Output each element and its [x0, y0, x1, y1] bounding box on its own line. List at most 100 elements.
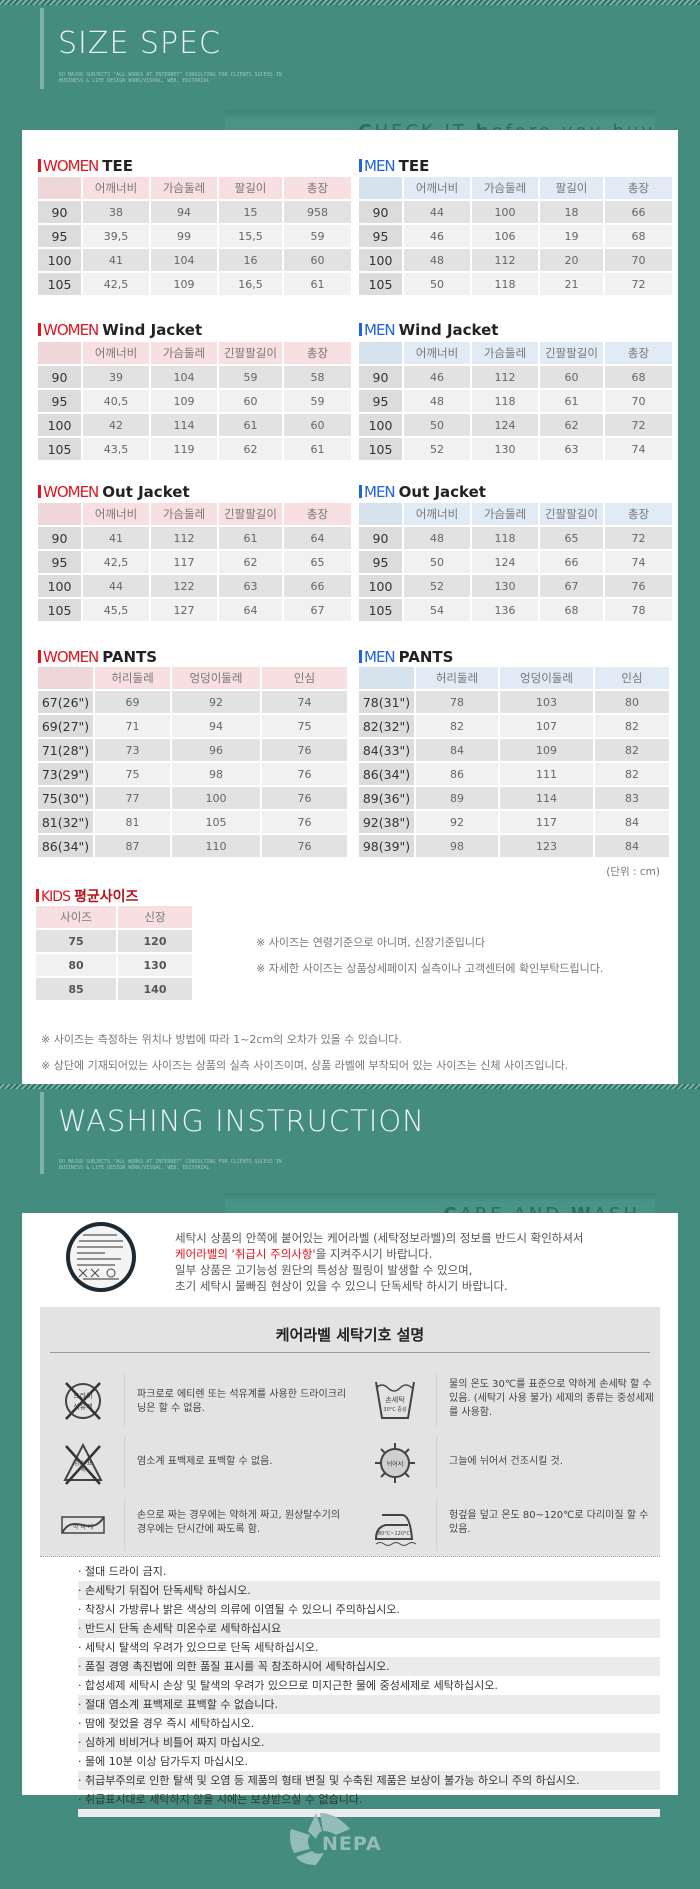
table-header-row: 사이즈 신장: [36, 906, 192, 928]
value-cell: 81: [95, 811, 170, 833]
top-hatch-divider: [0, 0, 700, 5]
nepa-logo-mark: [290, 1813, 350, 1865]
value-cell: 15,5: [219, 225, 282, 247]
value-cell: 58: [284, 366, 351, 388]
header-accent-bar: [40, 1092, 44, 1174]
size-cell: 92(38"): [359, 811, 414, 833]
column-header: 엉덩이둘레: [172, 667, 260, 689]
column-header: 엉덩이둘레: [500, 667, 593, 689]
size-cell: 86(34"): [38, 835, 93, 857]
table-group-label: WOMEN: [43, 321, 99, 339]
gentle-wring-icon: 약 하 게: [61, 1516, 105, 1534]
column-header: 긴팔팔길이: [219, 503, 282, 525]
list-item: · 절대 드라이 금지.: [78, 1565, 167, 1578]
table-header-row: 허리둘레 엉덩이둘레 인심: [359, 667, 669, 689]
value-cell: 67: [540, 575, 603, 597]
size-cell: 105: [359, 273, 402, 295]
size-table: 어깨너비 가슴둘레 긴팔팔길이 총장 90 48 118 65 72 95 50 124 66 74 100…: [357, 501, 674, 623]
table-garment-label: Out Jacket: [398, 483, 486, 501]
table-garment-label: PANTS: [398, 648, 454, 666]
size-spec-tagline: DO MAJOR SUBJECTS "ALL WORKS AT INTERNET…: [59, 72, 282, 84]
value-cell: 78: [605, 599, 672, 621]
value-cell: 68: [605, 225, 672, 247]
value-cell: 44: [83, 575, 149, 597]
list-item: · 반드시 단독 손세탁 미온수로 세탁하십시요: [78, 1619, 660, 1638]
table-row: 90 41 112 61 64: [38, 527, 351, 549]
table-row: 73(29") 75 98 76: [38, 763, 347, 785]
column-header: 허리둘레: [416, 667, 498, 689]
nepa-logo: NEPA: [288, 1809, 398, 1869]
size-cell: 85: [36, 978, 116, 1000]
list-item: · 합성세제 세탁시 손상 및 탈색의 우려가 있으므로 미지근한 물에 중성세…: [78, 1679, 498, 1692]
value-cell: 69: [95, 691, 170, 713]
symbol-hand-wash: 손세탁 30°C 중성 물의 온도 30℃를 표준으로 약하게 손세탁 할 수 있…: [352, 1374, 654, 1429]
table-title: MEN PANTS: [359, 648, 453, 666]
value-cell: 62: [219, 438, 282, 460]
title-marker: [359, 650, 362, 663]
list-item: · 취급부주의로 인한 탈색 및 오염 등 제품의 형태 변질 및 수축된 제품…: [78, 1771, 660, 1790]
value-cell: 62: [540, 414, 603, 436]
value-cell: 59: [219, 366, 282, 388]
size-table: 어깨너비 가슴둘레 긴팔팔길이 총장 90 41 112 61 64 95 42,5 117 62 65 1…: [36, 501, 353, 623]
value-cell: 54: [404, 599, 470, 621]
table-row: 105 42,5 109 16,5 61: [38, 273, 351, 295]
value-cell: 70: [605, 249, 672, 271]
size-cell: 95: [38, 390, 81, 412]
value-cell: 62: [219, 551, 282, 573]
value-cell: 114: [151, 414, 217, 436]
value-cell: 67: [284, 599, 351, 621]
value-cell: 136: [472, 599, 538, 621]
title-divider: [50, 1352, 650, 1353]
hand-wash-icon: 손세탁 30°C 중성: [375, 1381, 415, 1419]
table-row: 90 46 112 60 68: [359, 366, 672, 388]
value-cell: 130: [472, 438, 538, 460]
size-cell: 73(29"): [38, 763, 93, 785]
size-cell: 80: [36, 954, 116, 976]
unit-label: (단위 : cm): [606, 866, 660, 878]
table-garment-label: Out Jacket: [102, 483, 190, 501]
value-cell: 65: [284, 551, 351, 573]
table-row: 98(39") 98 123 84: [359, 835, 669, 857]
table-group-label: WOMEN: [43, 648, 99, 666]
list-item: · 취급표시대로 세탁하지 않을 시에는 보상받으실 수 없습니다.: [78, 1793, 363, 1806]
value-cell: 72: [605, 273, 672, 295]
column-header: 허리둘레: [95, 667, 170, 689]
column-header: [359, 342, 402, 364]
value-cell: 44: [404, 201, 470, 223]
value-cell: 77: [95, 787, 170, 809]
value-cell: 117: [500, 811, 593, 833]
table-row: 105 50 118 21 72: [359, 273, 672, 295]
washing-tagline: DO MAJOR SUBJECTS "ALL WORKS AT INTERNET…: [59, 1159, 282, 1171]
value-cell: 130: [472, 575, 538, 597]
table-row: 95 46 106 19 68: [359, 225, 672, 247]
size-cell: 90: [359, 366, 402, 388]
table-row: 75 120: [36, 930, 192, 952]
value-cell: 74: [605, 438, 672, 460]
value-cell: 110: [172, 835, 260, 857]
table-row: 90 39 104 59 58: [38, 366, 351, 388]
column-header: 사이즈: [36, 906, 116, 928]
value-cell: 46: [404, 366, 470, 388]
value-cell: 100: [172, 787, 260, 809]
value-cell: 100: [472, 201, 538, 223]
size-cell: 90: [359, 527, 402, 549]
table-title: WOMEN Wind Jacket: [38, 321, 202, 339]
title-marker: [38, 485, 41, 498]
value-cell: 19: [540, 225, 603, 247]
value-cell: 112: [151, 527, 217, 549]
table-header-row: 어깨너비 가슴둘레 팔길이 총장: [359, 177, 672, 199]
value-cell: 60: [284, 414, 351, 436]
value-cell: 65: [540, 527, 603, 549]
size-cell: 105: [38, 273, 81, 295]
value-cell: 118: [472, 527, 538, 549]
symbol-no-dry-clean: 드라이 석유계 파크로로 에티렌 또는 석유계를 사용한 드라이크리닝은 할 수 …: [40, 1374, 346, 1429]
value-cell: 114: [500, 787, 593, 809]
list-item: · 땀에 젖었을 경우 즉시 세탁하십시오.: [78, 1717, 255, 1730]
table-title: MEN Out Jacket: [359, 483, 486, 501]
no-bleach-icon-label: 염소 표백: [73, 1460, 93, 1474]
table-row: 100 44 122 63 66: [38, 575, 351, 597]
value-cell: 111: [500, 763, 593, 785]
table-row: 95 48 118 61 70: [359, 390, 672, 412]
table-row: 100 52 130 67 76: [359, 575, 672, 597]
table-row: 95 40,5 109 60 59: [38, 390, 351, 412]
